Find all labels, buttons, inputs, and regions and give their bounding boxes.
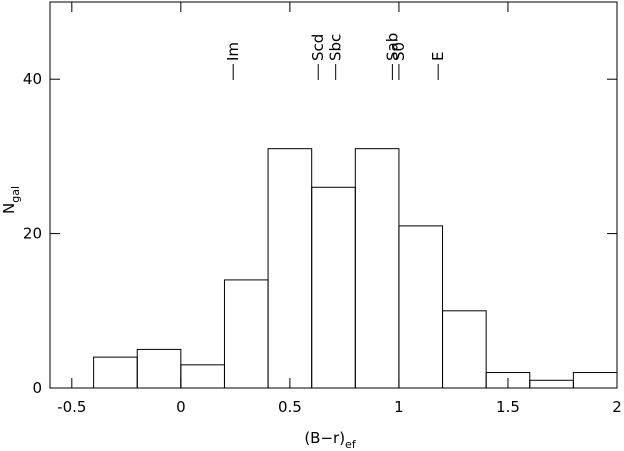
annotation-label: E (429, 52, 447, 61)
annotation-label: Sbc (327, 34, 345, 61)
y-tick-label: 20 (23, 225, 42, 243)
x-axis-label: (B−r)ef (304, 429, 357, 451)
y-tick-label: 40 (23, 70, 42, 88)
x-tick-label: -0.5 (57, 398, 86, 416)
x-axis-label-sub: ef (345, 438, 357, 451)
x-tick-label: 0.5 (278, 398, 302, 416)
y-axis-label-sub: gal (9, 186, 22, 203)
y-axis-label: Ngal (0, 186, 22, 214)
bar (180, 364, 225, 389)
x-tick-label: 1.5 (496, 398, 520, 416)
bar (354, 148, 400, 389)
x-tick-label: 2 (612, 398, 622, 416)
annotation-label: Im (224, 42, 242, 61)
bar (398, 225, 444, 389)
x-axis-label-main: (B−r) (304, 429, 345, 447)
annotation-label: Scd (309, 34, 327, 61)
annotation-label: S0 (390, 42, 408, 61)
annotation-label: Sab (383, 33, 401, 61)
x-tick-label: 0 (176, 398, 186, 416)
bar (311, 186, 356, 389)
bar (442, 310, 487, 389)
bar (136, 348, 182, 389)
x-tick-label: 1 (394, 398, 404, 416)
bar (529, 379, 574, 389)
y-tick-label: 0 (32, 379, 42, 397)
bar (93, 356, 138, 389)
y-axis-label-main: N (0, 203, 18, 214)
bar (572, 372, 618, 389)
bar (223, 279, 269, 389)
bar (267, 148, 313, 389)
